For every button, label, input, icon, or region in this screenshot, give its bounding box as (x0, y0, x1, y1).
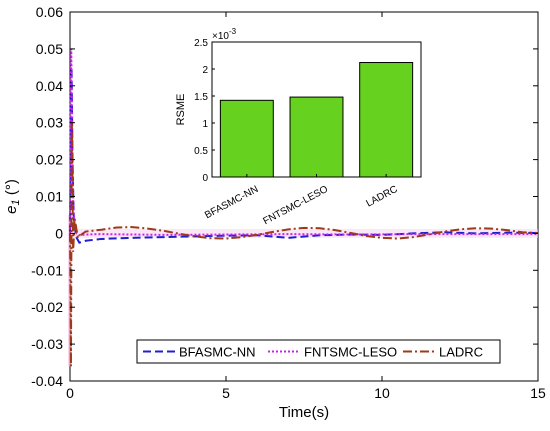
bar-bfasmc-nn (219, 99, 274, 178)
inset-y-tick-label: 2 (202, 65, 208, 76)
legend-label: BFASMC-NN (179, 345, 256, 360)
y-tick-label: 0.05 (36, 41, 63, 57)
x-tick-label: 5 (222, 385, 230, 401)
inset-scale-factor: ×10-3 (212, 27, 237, 42)
inset-y-axis-label: RSME (175, 94, 187, 126)
main-x-axis-label: Time(s) (279, 404, 329, 421)
series-line-fntsmc-leso (69, 48, 538, 237)
y-tick-label: 0.01 (36, 189, 63, 205)
inset-scale-base: ×10 (212, 31, 229, 42)
legend: BFASMC-NN FNTSMC-LESO LADRC (136, 339, 501, 364)
series-line-ladrc (69, 122, 539, 367)
inset-y-tick-label: 1.5 (194, 92, 208, 103)
main-series-group (68, 48, 539, 367)
inset-y-ticks: 0 0.5 1 1.5 2 2.5 (194, 38, 215, 184)
legend-box (136, 339, 501, 364)
main-plot: 0 5 10 15 -0.04-0.03-0.02-0.0100.010.020.03… (3, 4, 546, 421)
y-tick-label: -0.01 (31, 262, 63, 278)
y-tick-label: -0.02 (31, 299, 63, 315)
bar-ladrc (359, 62, 414, 178)
main-x-ticks: 0 5 10 15 (66, 12, 546, 401)
y-tick-label: 0 (55, 225, 63, 241)
main-y-axis-label-unit: (°) (3, 179, 20, 199)
main-y-ticks: -0.04 -0.03 -0.02 -0.01 0 0.01 0.02 0.03 0.04 0.0… (31, 4, 538, 389)
y-tick-label: 0.04 (36, 78, 63, 94)
series-line-bfasmc-nn (69, 67, 539, 244)
legend-items: BFASMC-NN FNTSMC-LESO LADRC (143, 345, 483, 360)
inset-y-tick-label: 0.5 (194, 146, 208, 157)
y-tick-label: 0.03 (36, 115, 63, 131)
y-tick-label: 0.02 (36, 152, 63, 168)
inset-y-tick-label: 2.5 (194, 38, 208, 49)
y-tick-label: -0.04 (31, 373, 63, 389)
inset-y-tick-label: 0 (202, 173, 208, 184)
x-tick-label: 10 (374, 385, 390, 401)
inset-scale-exponent: -3 (229, 27, 237, 36)
inset-y-tick-label: 1 (202, 119, 208, 130)
y-tick-label: 0.06 (36, 4, 63, 20)
legend-label: LADRC (439, 345, 483, 360)
x-tick-label: 0 (66, 385, 74, 401)
bar-fntsmc-leso (289, 96, 344, 178)
x-tick-label: 15 (530, 385, 546, 401)
y-tick-label: -0.03 (31, 336, 63, 352)
main-y-axis-label-subscript: 1 (10, 199, 22, 205)
inset-bars-group (219, 62, 414, 178)
main-y-axis-label: e1 (°) (3, 179, 22, 214)
main-y-axis-label-symbol: e (3, 205, 20, 213)
legend-label: FNTSMC-LESO (304, 345, 397, 360)
